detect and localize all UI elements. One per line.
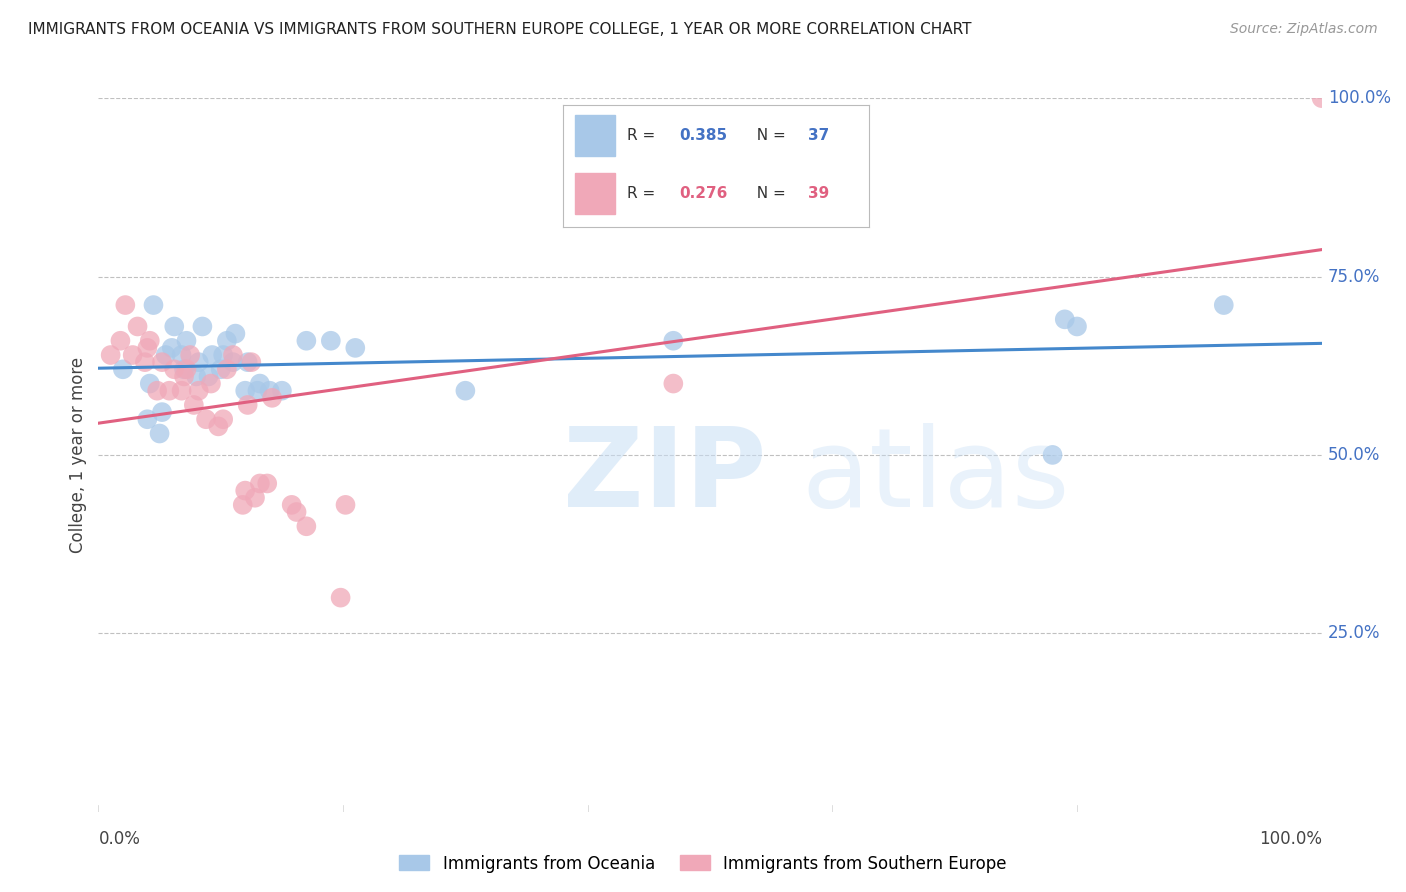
Text: ZIP: ZIP [564,423,766,530]
Point [212,348,235,362]
Point [295,519,318,533]
Point [191,319,214,334]
Point [197,369,219,384]
Point [149,426,172,441]
Point [114,298,136,312]
Point [200,376,222,391]
Point [136,341,159,355]
Point [183,398,205,412]
Point [256,476,278,491]
Point [134,355,156,369]
Point [215,334,238,348]
Point [187,355,209,369]
Point [246,384,269,398]
Point [142,298,165,312]
Point [1053,312,1076,326]
Point [155,348,177,362]
Point [176,334,198,348]
Point [270,384,294,398]
Point [160,341,183,355]
Point [139,376,162,391]
Point [127,319,149,334]
Point [139,334,162,348]
Point [121,348,143,362]
Point [262,391,284,405]
Point [212,412,235,426]
Point [146,384,169,398]
Point [201,348,224,362]
Point [187,384,209,398]
Text: 100.0%: 100.0% [1258,830,1322,847]
Point [150,405,173,419]
Point [243,491,266,505]
Point [662,376,685,391]
Point [329,591,352,605]
Point [176,362,198,376]
Point [319,334,342,348]
Point [163,319,186,334]
Point [295,334,318,348]
Text: 25.0%: 25.0% [1327,624,1381,642]
Point [344,341,367,355]
Point [110,334,132,348]
Text: Source: ZipAtlas.com: Source: ZipAtlas.com [1230,22,1378,37]
Point [195,412,218,426]
Point [111,362,134,376]
Point [163,362,186,376]
Point [224,326,246,341]
Point [222,355,245,369]
Point [259,384,281,398]
Y-axis label: College, 1 year or more: College, 1 year or more [69,357,87,553]
Point [232,498,254,512]
Text: atlas: atlas [801,423,1070,530]
Text: 75.0%: 75.0% [1327,268,1381,285]
Point [170,348,193,362]
Point [335,498,357,512]
Point [233,483,256,498]
Point [215,362,238,376]
Point [233,384,256,398]
Point [662,334,685,348]
Point [1310,91,1333,105]
Point [1212,298,1234,312]
Text: 50.0%: 50.0% [1327,446,1381,464]
Point [280,498,302,512]
Point [186,369,208,384]
Point [173,369,195,384]
Point [249,476,271,491]
Point [236,398,259,412]
Point [236,355,259,369]
Point [173,362,195,376]
Point [170,384,193,398]
Point [222,348,245,362]
Point [179,348,201,362]
Point [150,355,173,369]
Point [285,505,308,519]
Point [249,376,271,391]
Text: 0.0%: 0.0% [98,830,141,847]
Legend: Immigrants from Oceania, Immigrants from Southern Europe: Immigrants from Oceania, Immigrants from… [392,848,1014,880]
Point [207,419,229,434]
Point [100,348,122,362]
Point [1066,319,1088,334]
Point [157,384,180,398]
Text: IMMIGRANTS FROM OCEANIA VS IMMIGRANTS FROM SOUTHERN EUROPE COLLEGE, 1 YEAR OR MO: IMMIGRANTS FROM OCEANIA VS IMMIGRANTS FR… [28,22,972,37]
Point [136,412,159,426]
Point [240,355,263,369]
Point [1042,448,1064,462]
Point [454,384,477,398]
Point [209,362,232,376]
Text: 100.0%: 100.0% [1327,89,1391,107]
